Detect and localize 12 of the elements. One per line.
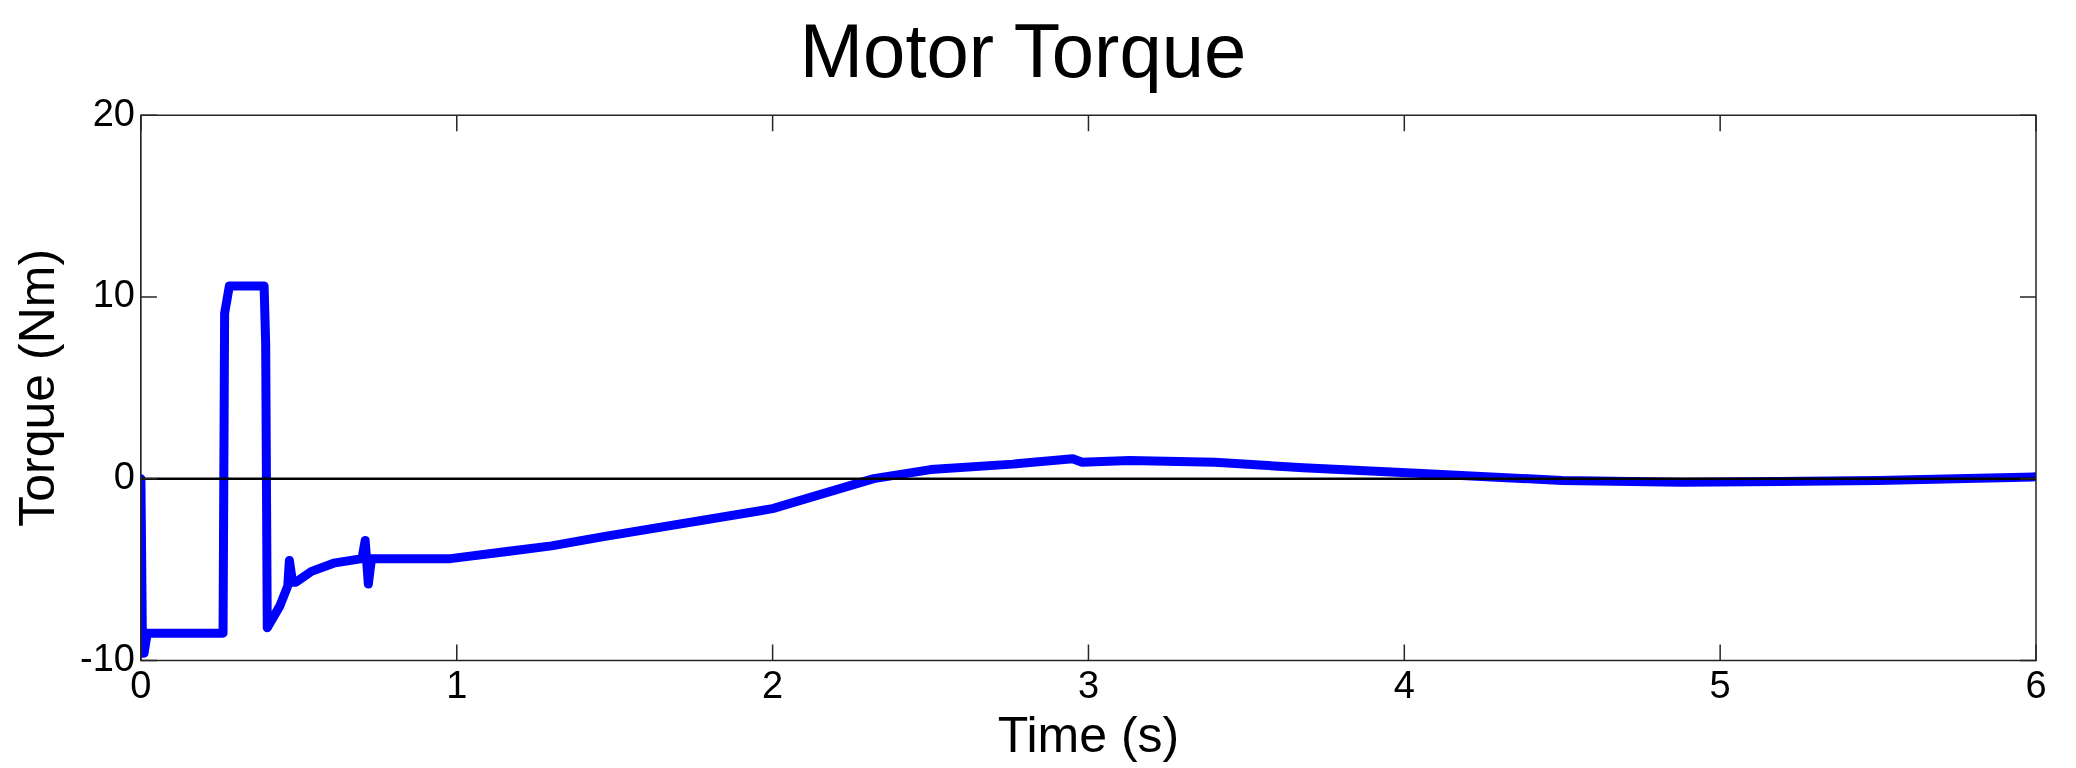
y-tick-label: 10 xyxy=(92,273,135,316)
x-axis-title: Time (s) xyxy=(997,706,1180,763)
x-tick-label: 3 xyxy=(1077,663,1100,706)
y-tick-label: 0 xyxy=(113,455,135,498)
y-tick-label: 20 xyxy=(92,91,135,134)
y-axis-title: Torque (Nm) xyxy=(8,248,65,527)
x-tick-label: 5 xyxy=(1709,663,1731,706)
x-tick-label: 6 xyxy=(2025,663,2047,706)
chart-title: Motor Torque xyxy=(799,7,1247,93)
x-tick-label: 2 xyxy=(762,663,784,706)
x-tick-label: 1 xyxy=(446,663,468,706)
x-tick-label: 4 xyxy=(1393,663,1415,706)
